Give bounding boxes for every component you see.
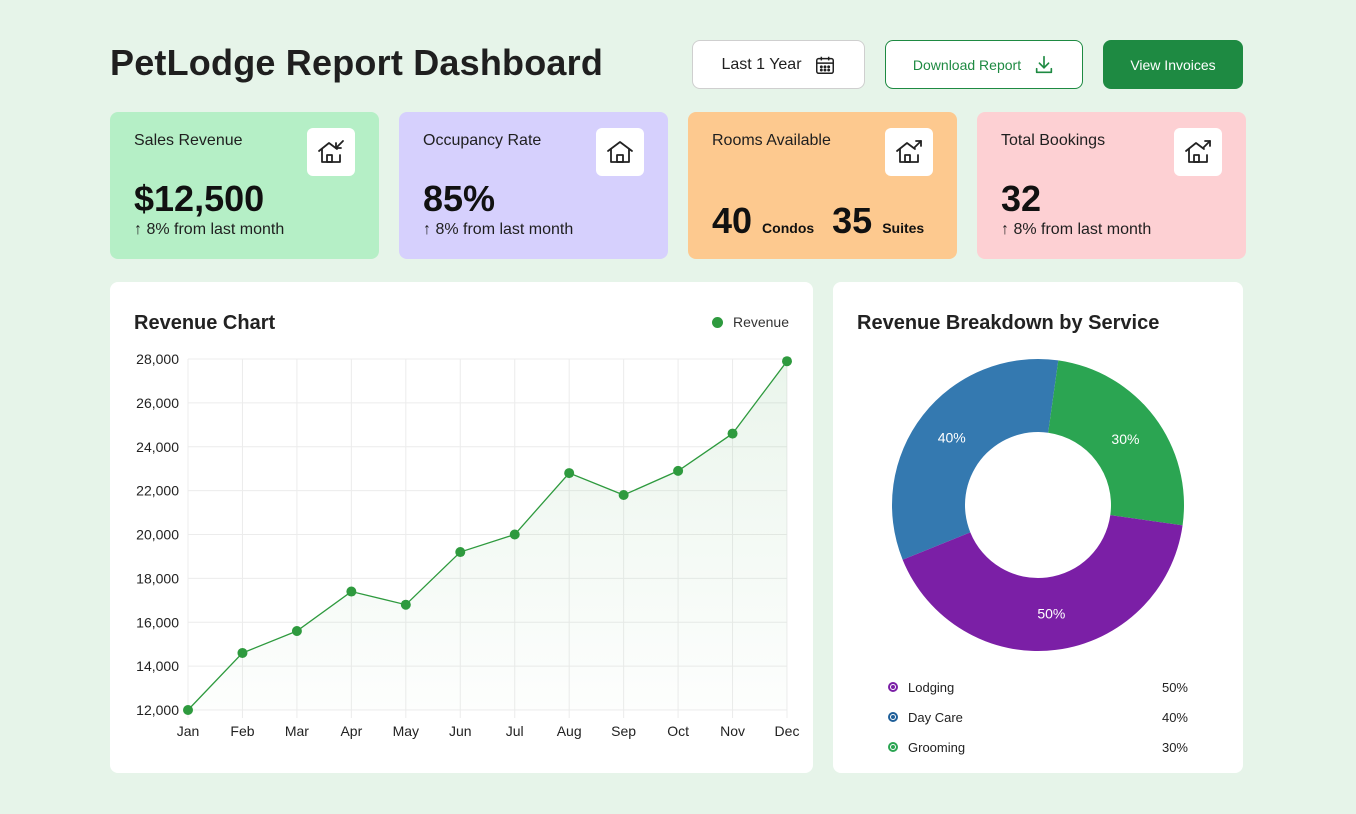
revenue-point bbox=[400, 599, 411, 610]
card-label: Sales Revenue bbox=[134, 132, 243, 149]
y-tick-label: 20,000 bbox=[136, 527, 179, 543]
revenue-breakdown-title: Revenue Breakdown by Service bbox=[857, 312, 1160, 334]
download-icon bbox=[1035, 55, 1053, 73]
legend-label: Revenue bbox=[732, 314, 789, 330]
condos-label: Condos bbox=[762, 220, 815, 236]
revenue-line bbox=[187, 360, 788, 711]
legend-marker bbox=[888, 682, 898, 692]
card-label: Rooms Available bbox=[712, 132, 831, 149]
legend-pct: 50% bbox=[1161, 679, 1188, 695]
revenue-point bbox=[509, 529, 520, 540]
y-tick-label: 26,000 bbox=[136, 395, 179, 411]
view-invoices-label: View Invoices bbox=[1130, 56, 1216, 73]
legend-pct: 40% bbox=[1161, 709, 1188, 725]
legend-name: Grooming bbox=[908, 739, 966, 755]
donut-slice-lodging bbox=[902, 515, 1183, 651]
legend-marker bbox=[888, 712, 898, 722]
total-bookings-change: ↑ 8% from last month bbox=[1001, 221, 1152, 238]
x-tick-label: Jul bbox=[506, 723, 524, 739]
house-arrow-in-icon bbox=[307, 128, 355, 176]
service-legend: Lodging 50% Day Care 40% Grooming 30% bbox=[888, 672, 1188, 762]
download-report-label: Download Report bbox=[912, 56, 1022, 73]
occupancy-rate-change: ↑ 8% from last month bbox=[423, 221, 574, 238]
x-tick-label: Aug bbox=[557, 723, 582, 739]
revenue-chart-title: Revenue Chart bbox=[134, 312, 276, 334]
y-tick-label: 18,000 bbox=[136, 570, 179, 586]
revenue-point bbox=[782, 356, 792, 367]
house-arrow-out-icon bbox=[885, 128, 933, 176]
total-bookings-value: 32 bbox=[1001, 178, 1042, 219]
donut-slice-day-care bbox=[892, 359, 1059, 560]
x-tick-label: Jun bbox=[449, 723, 472, 739]
x-tick-label: Oct bbox=[667, 723, 689, 739]
revenue-point bbox=[618, 490, 629, 501]
revenue-line-chart: 28,000 26,000 24,000 22,000 20,000 18,000 16,0… bbox=[136, 351, 800, 739]
revenue-area bbox=[188, 361, 787, 710]
x-tick-label: May bbox=[393, 723, 419, 739]
card-label: Occupancy Rate bbox=[423, 132, 542, 149]
revenue-point bbox=[727, 428, 738, 439]
legend-name: Lodging bbox=[908, 679, 955, 695]
revenue-breakdown-panel: Revenue Breakdown by Service 40% 30% 50% L… bbox=[833, 282, 1243, 773]
view-invoices-button[interactable]: View Invoices bbox=[1103, 40, 1243, 89]
donut-slice-label: 30% bbox=[1111, 431, 1139, 447]
y-tick-label: 12,000 bbox=[136, 702, 179, 718]
legend-item-grooming: Grooming 30% bbox=[888, 732, 1188, 762]
page-title: PetLodge Report Dashboard bbox=[110, 42, 604, 83]
sales-revenue-value: $12,500 bbox=[134, 178, 265, 219]
revenue-point bbox=[346, 586, 357, 597]
rooms-breakdown: 40 Condos 35 Suites bbox=[712, 200, 942, 242]
x-tick-label: Sep bbox=[611, 723, 636, 739]
revenue-point bbox=[183, 705, 193, 715]
revenue-chart-panel: Revenue Chart Revenue 28,000 26,000 24,000… bbox=[110, 282, 813, 773]
total-bookings-card: Total Bookings 32 ↑ 8% from last month bbox=[977, 112, 1246, 259]
revenue-donut-chart: 40% 30% 50% bbox=[892, 359, 1184, 651]
x-tick-label: Jan bbox=[177, 723, 200, 739]
occupancy-rate-card: Occupancy Rate 85% ↑ 8% from last month bbox=[399, 112, 668, 259]
x-tick-label: Dec bbox=[775, 723, 800, 739]
x-tick-label: Nov bbox=[720, 723, 745, 739]
sales-revenue-change: ↑ 8% from last month bbox=[134, 221, 285, 238]
donut-slice-label: 50% bbox=[1037, 606, 1065, 622]
period-select[interactable]: Last 1 Year bbox=[692, 40, 865, 89]
revenue-legend: Revenue bbox=[711, 314, 789, 330]
x-tick-label: Mar bbox=[285, 723, 309, 739]
house-icon bbox=[596, 128, 644, 176]
calendar-icon bbox=[815, 56, 834, 74]
legend-marker bbox=[711, 316, 723, 328]
y-tick-label: 28,000 bbox=[136, 351, 179, 367]
revenue-point bbox=[564, 468, 575, 479]
suites-count: 35 bbox=[832, 200, 873, 241]
rooms-available-card: Rooms Available 40 Condos 35 Suites bbox=[688, 112, 957, 259]
revenue-point bbox=[291, 626, 302, 637]
condos-count: 40 bbox=[712, 200, 753, 241]
y-tick-label: 14,000 bbox=[136, 658, 179, 674]
revenue-point bbox=[673, 465, 684, 476]
donut-slice-label: 40% bbox=[938, 430, 966, 446]
donut-slice-grooming bbox=[1048, 360, 1184, 526]
suites-label: Suites bbox=[882, 220, 925, 236]
period-label: Last 1 Year bbox=[721, 55, 802, 73]
revenue-point bbox=[455, 547, 466, 558]
card-label: Total Bookings bbox=[1001, 132, 1106, 149]
legend-marker bbox=[888, 742, 898, 752]
legend-item-lodging: Lodging 50% bbox=[888, 672, 1188, 702]
x-tick-label: Feb bbox=[230, 723, 254, 739]
y-tick-label: 22,000 bbox=[136, 483, 179, 499]
revenue-point bbox=[237, 647, 248, 658]
y-tick-label: 24,000 bbox=[136, 439, 179, 455]
download-report-button[interactable]: Download Report bbox=[885, 40, 1083, 89]
legend-pct: 30% bbox=[1161, 739, 1188, 755]
y-tick-label: 16,000 bbox=[136, 614, 179, 630]
legend-name: Day Care bbox=[908, 709, 963, 725]
house-arrow-out-icon bbox=[1174, 128, 1222, 176]
legend-item-day-care: Day Care 40% bbox=[888, 702, 1188, 732]
x-tick-label: Apr bbox=[340, 723, 362, 739]
sales-revenue-card: Sales Revenue $12,500 ↑ 8% from last mon… bbox=[110, 112, 379, 259]
occupancy-rate-value: 85% bbox=[423, 178, 496, 219]
